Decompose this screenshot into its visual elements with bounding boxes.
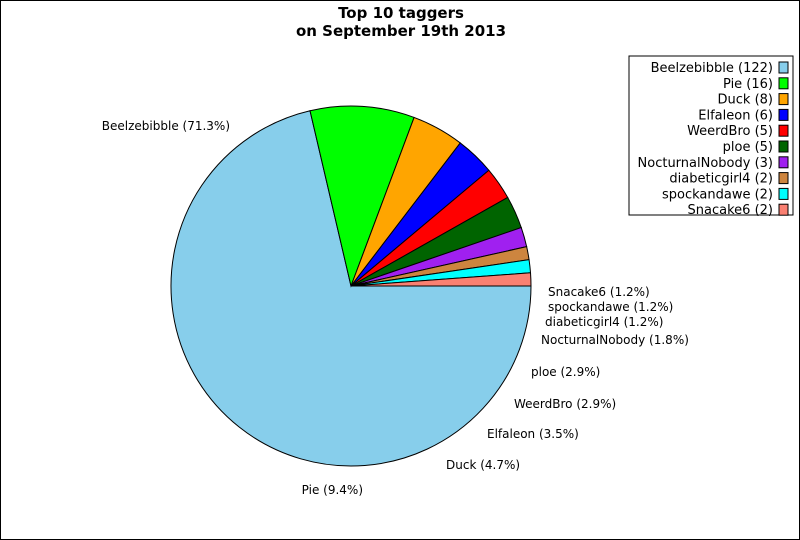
pie-labels: Beelzebibble (71.3%) Pie (9.4%) Duck (4.7%… — [102, 119, 689, 497]
legend-swatch-Pie — [778, 77, 789, 90]
legend-label-Elfaleon: Elfaleon (6) — [698, 108, 773, 123]
legend-box — [628, 55, 794, 216]
legend-label-Pie: Pie (16) — [723, 77, 773, 92]
slice-label-Duck: Duck (4.7%) — [446, 458, 520, 472]
slice-label-Elfaleon: Elfaleon (3.5%) — [487, 427, 579, 441]
slice-label-spockandawe: spockandawe (1.2%) — [548, 300, 673, 314]
legend-label-Snacake6: Snacake6 (2) — [688, 203, 773, 218]
legend-label-Duck: Duck (8) — [718, 93, 773, 108]
legend-label-ploe: ploe (5) — [723, 140, 773, 155]
pie-slice-Snacake6 — [350, 272, 532, 287]
pie-slice-Beelzebibble — [170, 110, 532, 467]
legend: Beelzebibble (122)Pie (16)Duck (8)Elfale… — [628, 55, 794, 218]
legend-swatch-NocturnalNobody — [778, 156, 789, 169]
legend-swatch-Snacake6 — [778, 203, 789, 216]
slice-label-WeerdBro: WeerdBro (2.9%) — [514, 397, 616, 411]
legend-label-Beelzebibble: Beelzebibble (122) — [651, 61, 773, 76]
legend-label-NocturnalNobody: NocturnalNobody (3) — [638, 156, 773, 171]
legend-swatch-Beelzebibble — [778, 61, 789, 74]
slice-label-Snacake6: Snacake6 (1.2%) — [548, 285, 650, 299]
pie-slices — [170, 105, 532, 467]
slice-label-ploe: ploe (2.9%) — [531, 365, 600, 379]
chart-subtitle: on September 19th 2013 — [296, 22, 506, 40]
legend-label-WeerdBro: WeerdBro (5) — [687, 124, 773, 139]
pie-slice-Pie — [309, 105, 415, 288]
legend-swatch-Duck — [778, 93, 789, 106]
legend-swatch-Elfaleon — [778, 108, 789, 121]
slice-label-Pie: Pie (9.4%) — [302, 483, 363, 497]
legend-swatch-spockandawe — [778, 187, 789, 200]
legend-label-diabeticgirl4: diabeticgirl4 (2) — [669, 172, 773, 187]
slice-label-NocturnalNobody: NocturnalNobody (1.8%) — [541, 333, 689, 347]
chart-title: Top 10 taggers — [338, 4, 464, 22]
slice-label-Beelzebibble: Beelzebibble (71.3%) — [102, 119, 230, 133]
legend-swatch-WeerdBro — [778, 124, 789, 137]
legend-swatch-ploe — [778, 140, 789, 153]
legend-swatch-diabeticgirl4 — [778, 172, 789, 185]
legend-label-spockandawe: spockandawe (2) — [662, 187, 773, 202]
slice-label-diabeticgirl4: diabeticgirl4 (1.2%) — [545, 315, 663, 329]
